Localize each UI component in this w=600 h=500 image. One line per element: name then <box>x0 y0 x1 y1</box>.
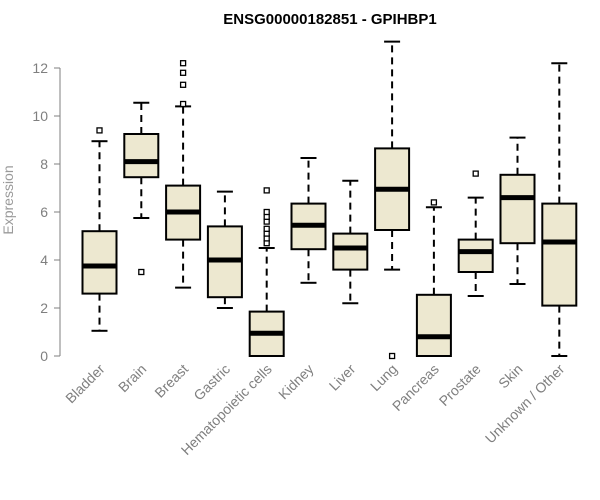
iqr-box <box>499 173 536 245</box>
outlier-point <box>138 268 145 276</box>
outlier-point <box>179 81 187 88</box>
outlier-point <box>263 187 270 194</box>
boxes-group <box>81 40 578 360</box>
outlier-point <box>179 60 187 67</box>
box-bladder <box>81 127 118 332</box>
iqr-box <box>415 293 452 357</box>
box-lung <box>374 40 411 360</box>
x-tick-label: Bladder <box>62 361 108 407</box>
chart-title: ENSG00000182851 - GPIHBP1 <box>223 11 436 28</box>
outlier-point <box>263 208 270 216</box>
outlier-point <box>96 127 103 134</box>
outlier-point <box>263 225 270 232</box>
outlier-point <box>388 352 396 360</box>
outlier-point <box>179 69 187 76</box>
box-kidney <box>290 157 327 284</box>
x-tick-label: Skin <box>495 361 526 392</box>
box-liver <box>332 179 369 305</box>
y-tick-label: 4 <box>40 252 48 268</box>
x-tick-label: Kidney <box>275 361 317 403</box>
y-tick-label: 8 <box>40 156 48 172</box>
box-brain <box>123 101 160 276</box>
y-tick-label: 12 <box>32 60 48 76</box>
outlier-point <box>430 199 438 206</box>
box-gastric <box>206 190 243 309</box>
iqr-box <box>123 133 160 179</box>
x-tick-label: Liver <box>326 361 359 394</box>
box-breast <box>165 60 202 289</box>
box-prostate <box>457 170 494 297</box>
iqr-box <box>541 202 578 307</box>
iqr-box <box>81 230 118 295</box>
y-axis-label: Expression <box>0 165 16 234</box>
x-tick-label: Unknown / Other <box>482 361 568 447</box>
x-tick-label: Lung <box>367 361 400 394</box>
box-skin <box>499 136 536 285</box>
x-tick-label: Brain <box>115 361 149 395</box>
iqr-box <box>332 232 369 271</box>
box-hematopoietic-cells <box>248 187 285 358</box>
x-tick-label: Prostate <box>436 361 484 409</box>
box-unknown-other <box>541 62 578 357</box>
outlier-point <box>179 100 187 108</box>
outlier-point <box>472 170 479 177</box>
x-tick-label: Breast <box>151 361 191 401</box>
y-axis: 0 2 4 6 8 10 12 <box>32 60 61 364</box>
y-tick-label: 2 <box>40 300 48 316</box>
iqr-box <box>457 238 494 274</box>
y-tick-label: 6 <box>40 204 48 220</box>
box-pancreas <box>415 199 452 357</box>
y-tick-label: 10 <box>32 108 48 124</box>
y-tick-label: 0 <box>40 348 48 364</box>
